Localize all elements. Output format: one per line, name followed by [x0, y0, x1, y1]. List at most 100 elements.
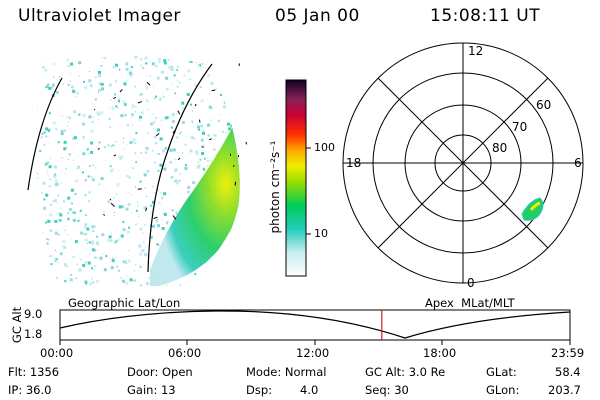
noise-pixel — [82, 152, 86, 156]
noise-pixel — [52, 285, 55, 286]
noise-pixel — [59, 213, 63, 217]
noise-pixel — [158, 57, 161, 61]
noise-pixel — [36, 177, 39, 179]
noise-pixel — [94, 76, 97, 79]
noise-pixel — [241, 207, 244, 210]
noise-pixel — [144, 224, 146, 226]
noise-pixel — [93, 225, 97, 228]
noise-pixel — [45, 193, 49, 197]
noise-pixel — [113, 215, 115, 217]
noise-pixel — [219, 69, 223, 73]
noise-pixel — [226, 122, 230, 126]
noise-pixel — [68, 208, 72, 211]
noise-pixel — [215, 249, 218, 252]
noise-pixel — [223, 105, 227, 109]
noise-pixel — [238, 200, 240, 201]
noise-pixel — [201, 242, 203, 244]
noise-pixel — [235, 202, 237, 204]
noise-pixel — [52, 121, 56, 125]
noise-pixel — [34, 155, 35, 156]
noise-pixel — [84, 179, 87, 182]
noise-pixel — [75, 96, 77, 98]
noise-pixel — [100, 111, 104, 115]
noise-pixel — [194, 253, 196, 254]
noise-pixel — [211, 227, 212, 229]
noise-pixel — [174, 168, 178, 172]
noise-pixel — [127, 250, 129, 252]
noise-pixel — [69, 72, 71, 74]
noise-pixel — [117, 156, 119, 158]
noise-pixel — [235, 207, 238, 210]
noise-pixel — [202, 129, 205, 132]
noise-pixel — [70, 80, 71, 82]
noise-pixel — [175, 240, 178, 243]
noise-pixel — [47, 161, 50, 164]
noise-pixel — [94, 249, 97, 252]
noise-pixel — [146, 75, 148, 77]
noise-pixel — [237, 204, 240, 208]
noise-pixel — [244, 103, 245, 104]
noise-pixel — [116, 265, 119, 268]
noise-pixel — [144, 253, 147, 256]
coastline-fragment — [211, 89, 216, 92]
noise-pixel — [235, 268, 238, 271]
noise-pixel — [139, 94, 141, 96]
noise-pixel — [63, 140, 67, 144]
noise-pixel — [57, 202, 59, 204]
noise-pixel — [158, 261, 161, 264]
noise-pixel — [236, 241, 239, 244]
noise-pixel — [222, 130, 224, 133]
noise-pixel — [157, 224, 160, 228]
noise-pixel — [198, 63, 202, 67]
noise-pixel — [63, 263, 67, 267]
noise-pixel — [218, 131, 220, 132]
noise-pixel — [114, 93, 116, 96]
noise-pixel — [58, 194, 60, 196]
noise-pixel — [201, 217, 205, 221]
noise-pixel — [124, 114, 127, 117]
noise-pixel — [203, 99, 204, 101]
noise-pixel — [57, 262, 59, 264]
noise-pixel — [117, 107, 119, 109]
noise-pixel — [82, 264, 86, 267]
noise-pixel — [70, 289, 72, 291]
coastline-fragment — [155, 132, 160, 137]
noise-pixel — [51, 86, 54, 89]
noise-pixel — [89, 282, 93, 286]
coastline-fragment — [113, 154, 117, 157]
colorbar-label: photon cm⁻²s⁻¹ — [268, 140, 282, 234]
noise-pixel — [157, 281, 161, 285]
noise-pixel — [154, 64, 158, 68]
noise-pixel — [96, 235, 98, 238]
noise-pixel — [133, 279, 136, 282]
noise-pixel — [129, 140, 133, 144]
noise-pixel — [45, 85, 49, 89]
noise-pixel — [199, 158, 202, 161]
noise-pixel — [174, 273, 176, 276]
noise-pixel — [81, 74, 83, 76]
noise-pixel — [70, 64, 72, 66]
noise-pixel — [67, 60, 69, 62]
noise-pixel — [77, 142, 79, 144]
noise-pixel — [150, 204, 153, 207]
noise-pixel — [189, 238, 193, 242]
noise-pixel — [89, 116, 91, 118]
noise-pixel — [54, 183, 58, 187]
noise-pixel — [238, 276, 240, 280]
altitude-curve — [59, 310, 571, 339]
noise-pixel — [230, 257, 232, 259]
noise-pixel — [157, 169, 160, 172]
noise-pixel — [173, 67, 175, 69]
noise-pixel — [135, 105, 137, 108]
noise-pixel — [84, 261, 88, 265]
noise-pixel — [240, 63, 242, 65]
noise-pixel — [126, 275, 128, 277]
noise-pixel — [120, 155, 124, 159]
noise-pixel — [194, 124, 196, 126]
noise-pixel — [42, 181, 46, 185]
noise-pixel — [115, 63, 119, 67]
noise-pixel — [49, 229, 53, 233]
noise-pixel — [236, 84, 239, 86]
aurora-oval — [150, 128, 240, 286]
noise-pixel — [159, 163, 163, 167]
